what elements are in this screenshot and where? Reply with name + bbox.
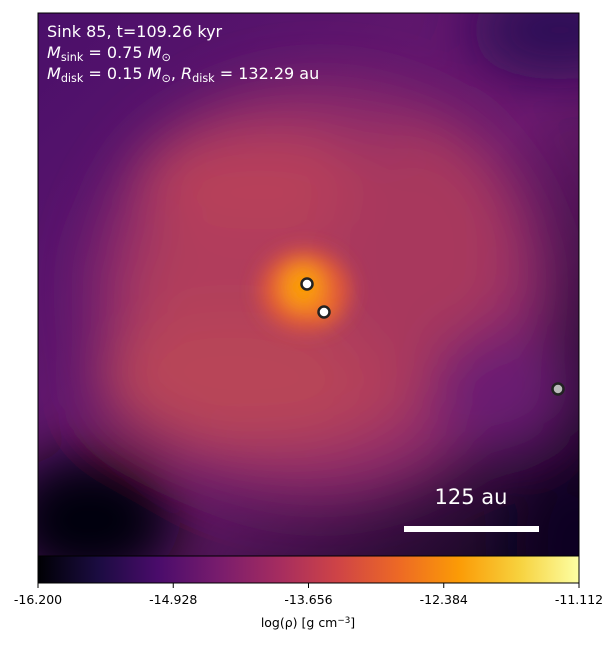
- text-part: = 0.75: [83, 43, 147, 62]
- annotation: Mdisk = 0.15 M⊙, Rdisk = 132.29 au: [47, 64, 319, 85]
- annotation: Sink 85, t=109.26 kyr: [47, 22, 223, 41]
- text-part: M: [47, 64, 61, 83]
- text-part: M: [148, 43, 162, 62]
- text-part: M: [47, 43, 61, 62]
- colorbar: [38, 556, 579, 583]
- text-part: ]: [350, 615, 355, 630]
- colorbar-label: log(ρ) [g cm−3]: [261, 615, 355, 630]
- text-part: ⊙: [161, 72, 170, 85]
- text-part: disk: [192, 72, 215, 85]
- text-part: M: [148, 64, 162, 83]
- text-part: = 132.29 au: [215, 64, 320, 83]
- text-part: disk: [61, 72, 84, 85]
- scale-bar-label: 125 au: [435, 485, 508, 509]
- tick-label: -12.384: [420, 592, 468, 607]
- text-part: = 0.15: [83, 64, 147, 83]
- tick-label: -14.928: [149, 592, 197, 607]
- density-image: [38, 13, 579, 556]
- text-part: ⊙: [161, 51, 170, 64]
- tick-label: -13.656: [284, 592, 332, 607]
- text-part: ,: [171, 64, 181, 83]
- text-part: R: [181, 64, 192, 83]
- text-part: −3: [337, 616, 350, 626]
- annotation: Msink = 0.75 M⊙: [47, 43, 171, 64]
- text-part: log(ρ) [g cm: [261, 615, 338, 630]
- tick-label: -16.200: [14, 592, 62, 607]
- text-part: Sink 85, t=109.26 kyr: [47, 22, 223, 41]
- text-part: sink: [61, 51, 84, 64]
- tick-label: -11.112: [555, 592, 603, 607]
